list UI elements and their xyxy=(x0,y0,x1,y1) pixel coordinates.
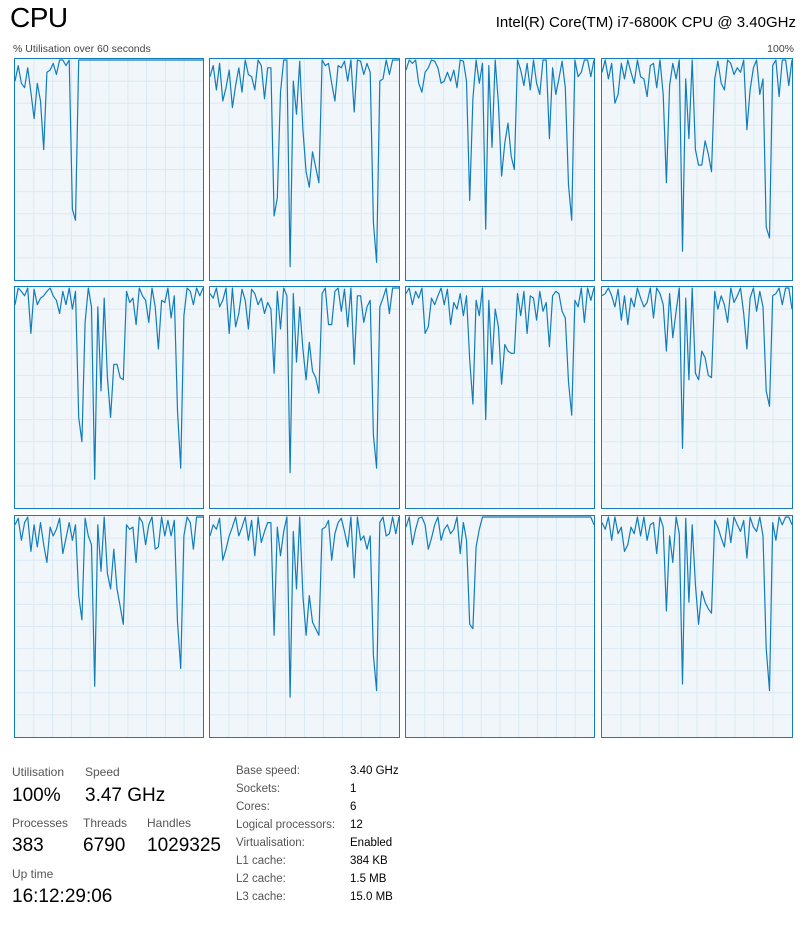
cpu-graph[interactable] xyxy=(209,515,400,738)
utilisation-series-line xyxy=(602,287,792,449)
cpu-graph-plot xyxy=(602,59,792,280)
cpu-graph[interactable] xyxy=(405,58,595,281)
spec-label: Base speed: xyxy=(236,765,300,777)
cpu-graph-plot xyxy=(15,516,203,737)
spec-label: Virtualisation: xyxy=(236,837,305,849)
spec-label: Logical processors: xyxy=(236,819,336,831)
cpu-graph-plot xyxy=(210,516,399,737)
spec-value: Enabled xyxy=(350,837,393,849)
utilisation-series-line xyxy=(602,516,792,692)
cpu-graph[interactable] xyxy=(14,515,204,738)
utilisation-series-line xyxy=(406,516,594,630)
utilisation-series-line xyxy=(406,287,594,421)
processes-value: 383 xyxy=(12,835,44,856)
utilisation-series-line xyxy=(15,516,203,687)
spec-value: 1.5 MB xyxy=(350,873,387,885)
cpu-graph[interactable] xyxy=(405,286,595,509)
spec-value: 384 KB xyxy=(350,855,388,867)
spec-value: 3.40 GHz xyxy=(350,765,399,777)
spec-value: 15.0 MB xyxy=(350,891,393,903)
cpu-graph-plot xyxy=(406,287,594,508)
cpu-graph-plot xyxy=(602,287,792,508)
spec-label: Sockets: xyxy=(236,783,281,795)
cpu-graph[interactable] xyxy=(405,515,595,738)
spec-label: Cores: xyxy=(236,801,270,813)
utilisation-series-line xyxy=(406,59,594,230)
utilisation-value: 100% xyxy=(12,785,61,806)
utilisation-series-line xyxy=(15,59,203,221)
processes-label: Processes xyxy=(12,816,69,830)
spec-value: 1 xyxy=(350,783,357,795)
cpu-graph-plot xyxy=(602,516,792,737)
utilisation-series-line xyxy=(210,516,399,698)
utilisation-series-line xyxy=(210,59,399,268)
cpu-graph[interactable] xyxy=(14,286,204,509)
cpu-graph-plot xyxy=(406,516,594,737)
spec-value: 6 xyxy=(350,801,357,813)
cpu-graph[interactable] xyxy=(601,515,793,738)
cpu-model-name: Intel(R) Core(TM) i7-6800K CPU @ 3.40GHz xyxy=(495,14,796,31)
uptime-value: 16:12:29:06 xyxy=(12,886,113,907)
cpu-graph-plot xyxy=(15,287,203,508)
page-title: CPU xyxy=(10,2,68,33)
utilisation-label: Utilisation xyxy=(12,765,65,779)
spec-value: 12 xyxy=(350,819,363,831)
speed-value: 3.47 GHz xyxy=(85,785,166,806)
graph-max-label: 100% xyxy=(767,43,794,55)
cpu-graph-plot xyxy=(15,59,203,280)
cpu-graph[interactable] xyxy=(209,286,400,509)
cpu-graph[interactable] xyxy=(209,58,400,281)
utilisation-series-line xyxy=(602,59,792,252)
cpu-graph[interactable] xyxy=(601,58,793,281)
uptime-label: Up time xyxy=(12,867,54,881)
cpu-graph[interactable] xyxy=(14,58,204,281)
utilisation-series-line xyxy=(15,287,203,480)
cpu-graph-plot xyxy=(210,287,399,508)
threads-label: Threads xyxy=(83,816,128,830)
cpu-graph[interactable] xyxy=(601,286,793,509)
utilisation-series-line xyxy=(210,287,399,474)
speed-label: Speed xyxy=(85,765,120,779)
graph-caption: % Utilisation over 60 seconds xyxy=(13,43,151,55)
cpu-graph-plot xyxy=(406,59,594,280)
cpu-graph-plot xyxy=(210,59,399,280)
handles-label: Handles xyxy=(147,816,192,830)
handles-value: 1029325 xyxy=(147,835,221,856)
threads-value: 6790 xyxy=(83,835,126,856)
spec-label: L1 cache: xyxy=(236,855,286,867)
spec-label: L2 cache: xyxy=(236,873,286,885)
spec-label: L3 cache: xyxy=(236,891,286,903)
